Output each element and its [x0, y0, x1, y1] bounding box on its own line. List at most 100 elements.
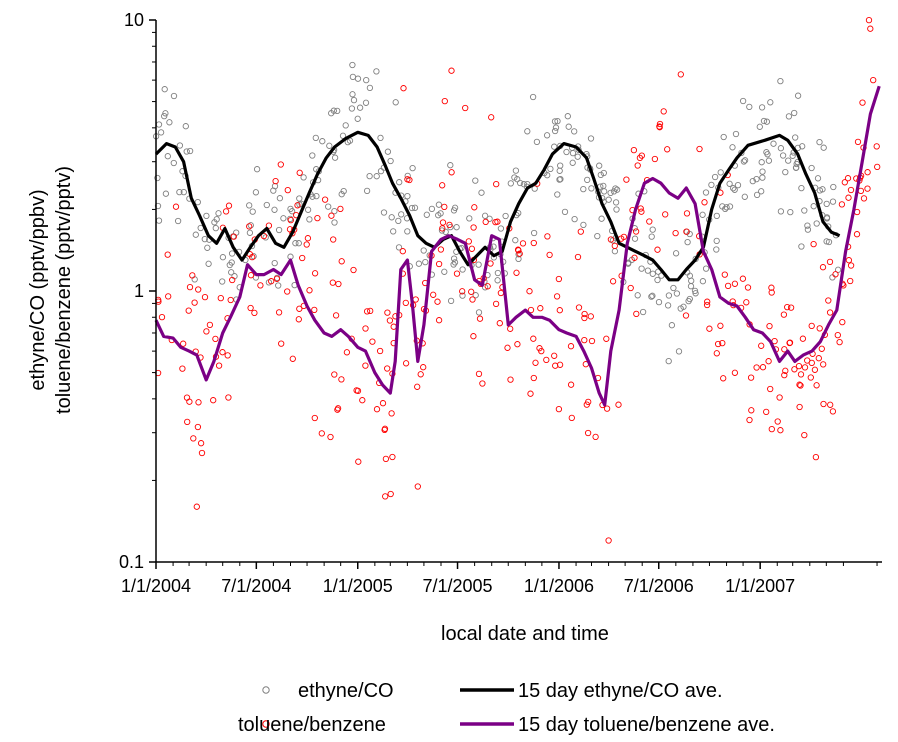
point-toluene-benzene [492, 218, 499, 226]
point-ethyne-co [472, 292, 479, 299]
point-ethyne-co [763, 118, 771, 125]
point-toluene-benzene [475, 370, 483, 378]
point-toluene-benzene [615, 401, 622, 408]
point-toluene-benzene [227, 296, 234, 304]
point-toluene-benzene [331, 371, 338, 378]
point-toluene-benzene [847, 186, 855, 194]
point-toluene-benzene [706, 325, 713, 332]
point-toluene-benzene [184, 418, 191, 426]
point-ethyne-co [808, 164, 815, 172]
point-ethyne-co [825, 238, 833, 246]
point-toluene-benzene [225, 202, 233, 209]
point-ethyne-co [494, 269, 502, 277]
point-ethyne-co [170, 92, 178, 100]
point-toluene-benzene [332, 312, 340, 319]
point-toluene-benzene [384, 365, 391, 372]
point-ethyne-co [408, 204, 416, 212]
point-ethyne-co [648, 233, 655, 240]
point-toluene-benzene [180, 340, 187, 347]
point-ethyne-co [437, 210, 444, 217]
point-ethyne-co [734, 181, 742, 189]
point-ethyne-co [516, 179, 524, 187]
point-ethyne-co [396, 179, 403, 186]
point-toluene-benzene [304, 235, 312, 242]
point-toluene-benzene [845, 257, 853, 264]
point-toluene-benzene [744, 284, 752, 291]
point-toluene-benzene [797, 371, 805, 378]
legend-item-ethyne-co: ethyne/CO [262, 680, 394, 702]
y-tick-label-0: 0.1 [119, 552, 144, 572]
point-toluene-benzene [189, 272, 196, 279]
point-ethyne-co [157, 129, 165, 136]
point-ethyne-co [702, 265, 710, 272]
point-ethyne-co [600, 182, 607, 190]
point-ethyne-co [753, 175, 760, 183]
point-toluene-benzene [607, 236, 615, 243]
point-toluene-benzene [417, 371, 424, 378]
point-toluene-benzene [390, 323, 397, 330]
point-ethyne-co [533, 138, 541, 146]
point-ethyne-co [395, 217, 402, 225]
point-ethyne-co [634, 292, 641, 299]
point-ethyne-co [442, 228, 449, 236]
point-toluene-benzene [219, 349, 226, 356]
point-ethyne-co [161, 112, 168, 120]
point-ethyne-co [392, 99, 399, 106]
point-toluene-benzene [381, 426, 388, 434]
point-ethyne-co [816, 138, 823, 146]
point-ethyne-co [176, 188, 183, 196]
point-ethyne-co [312, 134, 319, 142]
point-toluene-benzene [441, 97, 448, 105]
series-line-1 [154, 85, 881, 407]
legend-label-toluene-benzene-ave: 15 day toluene/benzene ave. [518, 714, 775, 736]
point-ethyne-co [174, 217, 182, 225]
tick-layer: 0.1 1 10 1/1/2004 7/1/2004 1/1/2005 7/1/2005 1/… [119, 10, 878, 596]
point-ethyne-co [612, 185, 619, 192]
point-ethyne-co [531, 185, 538, 192]
line-layer [154, 85, 881, 407]
point-ethyne-co [155, 217, 163, 224]
point-ethyne-co [422, 258, 429, 266]
point-ethyne-co [390, 228, 397, 235]
point-ethyne-co [638, 265, 645, 272]
legend-label-toluene-benzene: toluene/benzene [238, 714, 386, 736]
point-ethyne-co [182, 123, 189, 130]
point-toluene-benzene [448, 169, 455, 176]
point-ethyne-co [441, 268, 448, 275]
point-ethyne-co [580, 185, 587, 193]
point-ethyne-co [377, 134, 384, 142]
point-toluene-benzene [577, 228, 584, 235]
point-toluene-benzene [284, 186, 291, 194]
point-toluene-benzene [537, 305, 544, 312]
point-toluene-benzene [311, 414, 318, 422]
point-ethyne-co [263, 201, 270, 209]
point-toluene-benzene [530, 239, 537, 247]
point-ethyne-co [723, 204, 730, 211]
point-toluene-benzene [328, 212, 335, 219]
point-toluene-benzene [527, 390, 534, 397]
point-toluene-benzene [469, 296, 476, 303]
point-ethyne-co [387, 157, 394, 165]
point-toluene-benzene [721, 271, 728, 278]
point-toluene-benzene [284, 288, 291, 295]
point-ethyne-co [551, 118, 559, 125]
legend-item-ethyne-co-ave: 15 day ethyne/CO ave. [460, 680, 723, 702]
legend-item-toluene-benzene: toluene/benzene [238, 714, 386, 736]
series-line-0 [154, 130, 841, 282]
point-toluene-benzene [195, 399, 202, 406]
point-ethyne-co [342, 122, 349, 129]
point-toluene-benzene [217, 294, 224, 302]
point-ethyne-co [649, 226, 656, 233]
point-ethyne-co [794, 92, 802, 99]
point-toluene-benzene [551, 352, 558, 359]
point-ethyne-co [300, 174, 307, 181]
point-toluene-benzene [337, 205, 344, 213]
point-ethyne-co [685, 297, 692, 305]
point-ethyne-co [777, 77, 784, 85]
point-ethyne-co [354, 115, 361, 122]
point-ethyne-co [580, 221, 587, 229]
point-ethyne-co [779, 152, 787, 159]
point-toluene-benzene [795, 362, 803, 370]
point-ethyne-co [161, 86, 168, 93]
point-ethyne-co [366, 172, 373, 180]
